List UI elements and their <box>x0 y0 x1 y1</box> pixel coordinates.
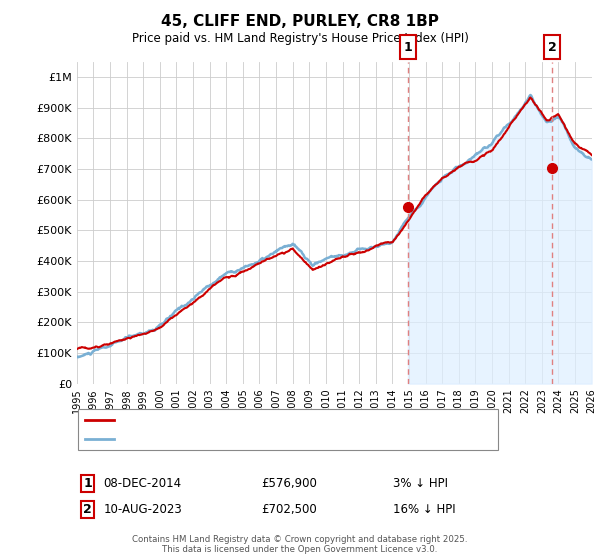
Text: 45, CLIFF END, PURLEY, CR8 1BP (detached house): 45, CLIFF END, PURLEY, CR8 1BP (detached… <box>119 416 398 425</box>
Text: 10-AUG-2023: 10-AUG-2023 <box>103 503 182 516</box>
Text: Contains HM Land Registry data © Crown copyright and database right 2025.
This d: Contains HM Land Registry data © Crown c… <box>132 535 468 554</box>
Text: 16% ↓ HPI: 16% ↓ HPI <box>393 503 455 516</box>
Text: £702,500: £702,500 <box>261 503 317 516</box>
Text: 2: 2 <box>83 503 92 516</box>
Text: 08-DEC-2014: 08-DEC-2014 <box>103 477 181 491</box>
Text: 1: 1 <box>404 40 412 54</box>
Text: Price paid vs. HM Land Registry's House Price Index (HPI): Price paid vs. HM Land Registry's House … <box>131 32 469 45</box>
Text: 45, CLIFF END, PURLEY, CR8 1BP: 45, CLIFF END, PURLEY, CR8 1BP <box>161 14 439 29</box>
Text: HPI: Average price, detached house, Croydon: HPI: Average price, detached house, Croy… <box>119 435 367 445</box>
Text: £576,900: £576,900 <box>261 477 317 491</box>
Text: 2: 2 <box>548 40 556 54</box>
Text: 3% ↓ HPI: 3% ↓ HPI <box>393 477 448 491</box>
Text: 1: 1 <box>83 477 92 491</box>
